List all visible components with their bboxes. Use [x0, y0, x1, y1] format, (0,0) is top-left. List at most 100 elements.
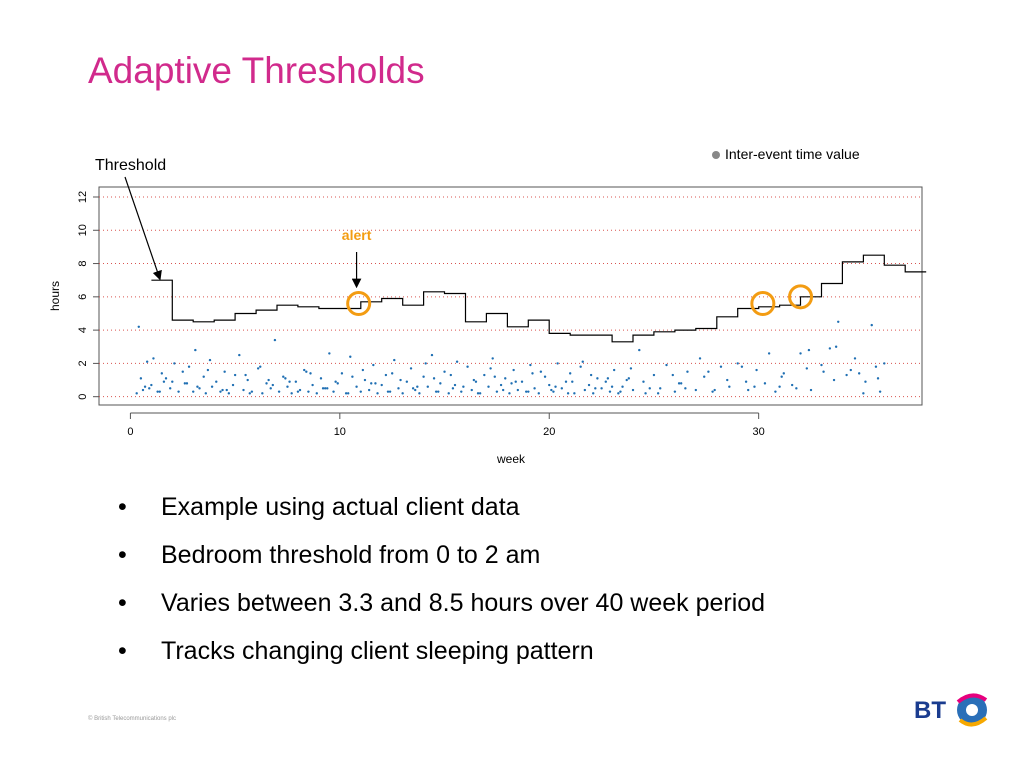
data-point	[183, 382, 187, 385]
data-point	[259, 365, 262, 368]
data-point	[631, 388, 635, 392]
data-point	[656, 392, 660, 395]
data-point	[386, 390, 390, 393]
data-point	[583, 388, 587, 392]
data-point	[388, 390, 392, 393]
x-tick-label: 30	[753, 426, 765, 438]
logo-text: BT	[914, 697, 946, 724]
grid-layer	[99, 196, 922, 398]
data-point	[529, 363, 532, 367]
data-point	[137, 325, 140, 328]
data-point	[462, 385, 465, 388]
data-point	[267, 378, 270, 382]
data-point	[499, 383, 503, 387]
data-point	[323, 387, 327, 390]
data-point	[242, 388, 245, 392]
bullet-text: Example using actual client data	[161, 493, 520, 521]
data-point	[156, 390, 159, 393]
legend-label: Inter-event time value	[725, 146, 860, 162]
data-point	[181, 370, 184, 373]
data-point	[361, 368, 365, 372]
data-point	[148, 387, 151, 390]
bullet-glyph: •	[118, 637, 127, 665]
data-point	[416, 385, 419, 388]
data-point	[298, 388, 302, 392]
data-point	[857, 372, 861, 375]
data-point	[566, 392, 570, 395]
data-point	[328, 352, 331, 355]
data-point	[740, 365, 744, 368]
data-point	[401, 392, 404, 395]
chart: 0 2 4 6 8 10 12 0 10 20 30 Threshold alert week hou…	[48, 146, 927, 466]
data-point	[822, 370, 825, 373]
data-point	[256, 367, 260, 370]
copyright-text: © British Telecommunications plc	[88, 716, 177, 722]
data-point	[711, 390, 714, 393]
data-point	[451, 387, 455, 390]
data-point	[790, 383, 794, 387]
data-point	[560, 387, 564, 390]
data-point	[625, 378, 628, 382]
logo-core-icon	[966, 704, 978, 716]
data-point	[617, 392, 620, 395]
data-point	[736, 362, 739, 365]
threshold-step-line	[151, 254, 927, 343]
data-point	[370, 382, 373, 385]
data-point	[638, 348, 641, 352]
data-point	[265, 382, 268, 385]
data-point	[231, 383, 235, 387]
data-point	[795, 387, 798, 390]
points-layer	[135, 320, 886, 395]
data-point	[726, 378, 729, 382]
data-point	[307, 390, 310, 393]
data-point	[418, 392, 421, 395]
y-tick-label: 12	[77, 191, 89, 203]
data-point	[332, 390, 335, 393]
data-point	[581, 360, 584, 363]
data-point	[414, 388, 417, 392]
bullet-glyph: •	[118, 541, 127, 569]
data-point	[141, 388, 145, 392]
data-point	[627, 377, 631, 380]
data-point	[198, 387, 201, 390]
data-point	[169, 387, 172, 390]
data-point	[589, 373, 593, 377]
data-point	[520, 380, 524, 383]
data-point	[876, 377, 880, 380]
plot-frame	[98, 186, 923, 406]
data-point	[206, 368, 210, 372]
bullet-text: Tracks changing client sleeping pattern	[161, 637, 594, 665]
data-point	[504, 377, 507, 380]
data-point	[514, 380, 517, 383]
data-point	[192, 390, 195, 393]
data-point	[246, 378, 249, 382]
data-point	[629, 367, 633, 370]
data-point	[393, 358, 396, 362]
data-point	[539, 370, 543, 373]
bullet-text: Varies between 3.3 and 8.5 hours over 40…	[161, 589, 766, 617]
data-point	[713, 388, 716, 392]
data-point	[294, 380, 298, 383]
data-point	[600, 387, 603, 390]
data-point	[164, 377, 168, 380]
bullet-item: • Varies between 3.3 and 8.5 hours over 4…	[118, 586, 765, 634]
logo-swirl-icon-2	[958, 716, 988, 727]
data-point	[319, 377, 323, 380]
data-point	[187, 365, 191, 368]
data-point	[744, 380, 748, 383]
data-point	[173, 362, 176, 365]
bt-logo: BT	[914, 693, 988, 727]
data-point	[476, 392, 480, 395]
data-point	[145, 360, 149, 363]
data-point	[753, 385, 756, 388]
data-point	[531, 372, 534, 375]
bullet-glyph: •	[118, 493, 127, 521]
data-point	[363, 378, 367, 382]
data-point	[390, 372, 394, 375]
data-point	[311, 383, 314, 387]
data-point	[399, 378, 402, 382]
bullet-item: • Example using actual client data	[118, 490, 765, 538]
data-point	[834, 345, 838, 348]
data-point	[809, 388, 813, 392]
data-point	[820, 363, 823, 367]
